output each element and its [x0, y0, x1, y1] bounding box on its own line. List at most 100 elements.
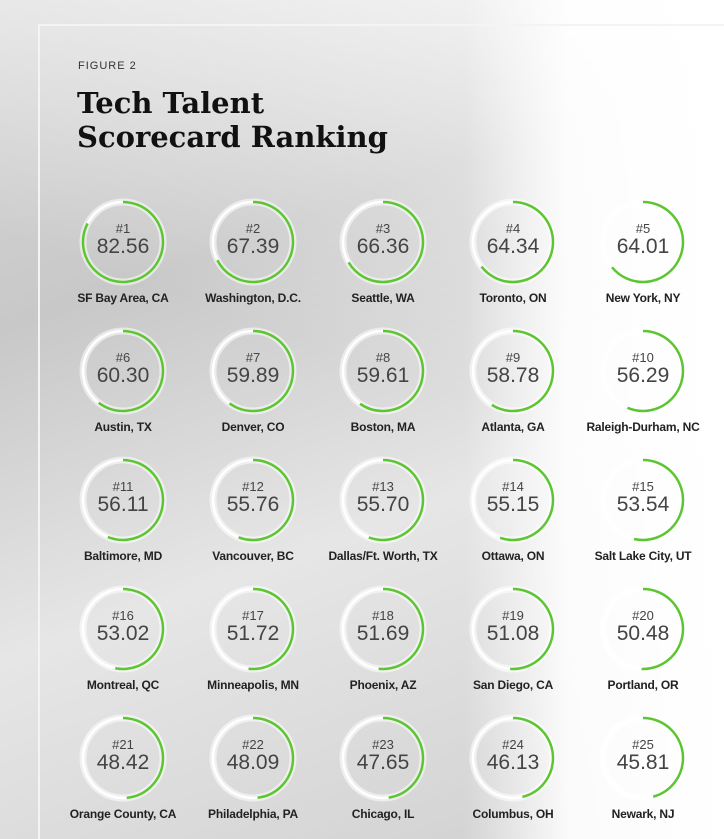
score-ring — [79, 585, 167, 673]
rank-label: #19 — [502, 608, 524, 623]
score-ring-arc — [601, 200, 685, 284]
score-ring — [339, 198, 427, 286]
score-ring-arc — [341, 200, 425, 284]
score-value: 59.89 — [226, 364, 280, 387]
score-value: 51.72 — [226, 622, 280, 645]
score-ring — [599, 714, 687, 802]
score-ring-arc — [81, 458, 165, 542]
score-ring-arc — [601, 329, 685, 413]
score-ring — [79, 456, 167, 544]
city-label: Raleigh-Durham, NC — [586, 420, 700, 434]
score-ring — [79, 714, 167, 802]
rank-label: #5 — [635, 221, 651, 236]
score-ring-arc — [601, 716, 685, 800]
rank-label: #13 — [372, 479, 394, 494]
rank-label: #8 — [375, 350, 391, 365]
city-label: Phoenix, AZ — [349, 678, 417, 692]
rank-label: #4 — [505, 221, 521, 236]
score-ring-arc — [211, 458, 295, 542]
score-ring — [599, 585, 687, 673]
rank-label: #3 — [375, 221, 391, 236]
city-label: Ottawa, ON — [481, 549, 545, 563]
city-label: Orange County, CA — [69, 807, 177, 821]
score-ring-arc — [601, 587, 685, 671]
city-label: Newark, NJ — [611, 807, 675, 821]
city-label: Columbus, OH — [472, 807, 554, 821]
rank-label: #18 — [372, 608, 394, 623]
score-ring-arc — [471, 458, 555, 542]
ranking-item: #19 51.08 San Diego, CA — [443, 584, 583, 704]
score-ring — [209, 456, 297, 544]
score-ring-arc — [341, 716, 425, 800]
city-label: Dallas/Ft. Worth, TX — [328, 549, 438, 563]
rank-label: #22 — [242, 737, 264, 752]
city-label: San Diego, CA — [472, 678, 554, 692]
score-ring-arc — [471, 716, 555, 800]
score-value: 58.78 — [486, 364, 540, 387]
score-ring — [469, 585, 557, 673]
city-label: Montreal, QC — [86, 678, 160, 692]
chart-title-line-1: Tech Talent — [77, 86, 265, 120]
city-label: Chicago, IL — [351, 807, 415, 821]
ranking-item: #8 59.61 Boston, MA — [313, 326, 453, 446]
rank-label: #6 — [115, 350, 131, 365]
ranking-item: #23 47.65 Chicago, IL — [313, 713, 453, 833]
score-ring-arc — [211, 329, 295, 413]
score-value: 50.48 — [616, 622, 670, 645]
score-value: 64.01 — [616, 235, 670, 258]
score-ring — [599, 456, 687, 544]
rank-label: #20 — [632, 608, 654, 623]
ranking-item: #13 55.70 Dallas/Ft. Worth, TX — [313, 455, 453, 575]
score-value: 64.34 — [486, 235, 540, 258]
score-value: 48.09 — [226, 751, 280, 774]
score-value: 51.69 — [356, 622, 410, 645]
city-label: New York, NY — [605, 291, 681, 305]
score-ring-arc — [471, 200, 555, 284]
ranking-item: #25 45.81 Newark, NJ — [573, 713, 713, 833]
score-ring-arc — [341, 587, 425, 671]
score-ring — [79, 327, 167, 415]
score-ring — [209, 585, 297, 673]
score-ring-arc — [211, 716, 295, 800]
city-label: Salt Lake City, UT — [594, 549, 692, 563]
city-label: Washington, D.C. — [205, 291, 301, 305]
ranking-item: #5 64.01 New York, NY — [573, 197, 713, 317]
city-label: Portland, OR — [607, 678, 679, 692]
score-ring-arc — [211, 200, 295, 284]
chart-title-line-2: Scorecard Ranking — [77, 120, 388, 154]
score-value: 56.11 — [97, 493, 149, 516]
ranking-item: #16 53.02 Montreal, QC — [53, 584, 193, 704]
rank-label: #2 — [245, 221, 261, 236]
score-ring-arc — [81, 200, 165, 284]
rank-label: #17 — [242, 608, 264, 623]
figure-label: FIGURE 2 — [78, 60, 137, 72]
ranking-item: #20 50.48 Portland, OR — [573, 584, 713, 704]
score-value: 60.30 — [96, 364, 150, 387]
rank-label: #10 — [632, 350, 654, 365]
score-value: 53.54 — [616, 493, 670, 516]
city-label: Atlanta, GA — [481, 420, 545, 434]
score-value: 55.15 — [486, 493, 540, 516]
city-label: Denver, CO — [221, 420, 285, 434]
background-highlight — [464, 0, 724, 839]
city-label: SF Bay Area, CA — [77, 291, 169, 305]
rank-label: #11 — [112, 479, 134, 494]
score-value: 51.08 — [486, 622, 540, 645]
rank-label: #16 — [112, 608, 134, 623]
ranking-item: #6 60.30 Austin, TX — [53, 326, 193, 446]
score-ring — [209, 714, 297, 802]
ranking-item: #12 55.76 Vancouver, BC — [183, 455, 323, 575]
score-ring-arc — [341, 458, 425, 542]
score-ring — [469, 714, 557, 802]
rank-label: #9 — [505, 350, 521, 365]
score-ring — [209, 198, 297, 286]
score-ring — [339, 585, 427, 673]
ranking-item: #17 51.72 Minneapolis, MN — [183, 584, 323, 704]
ranking-item: #18 51.69 Phoenix, AZ — [313, 584, 453, 704]
rank-label: #21 — [112, 737, 134, 752]
figure-frame — [38, 24, 724, 839]
city-label: Austin, TX — [94, 420, 152, 434]
city-label: Philadelphia, PA — [208, 807, 298, 821]
score-value: 56.29 — [616, 364, 670, 387]
ranking-item: #9 58.78 Atlanta, GA — [443, 326, 583, 446]
